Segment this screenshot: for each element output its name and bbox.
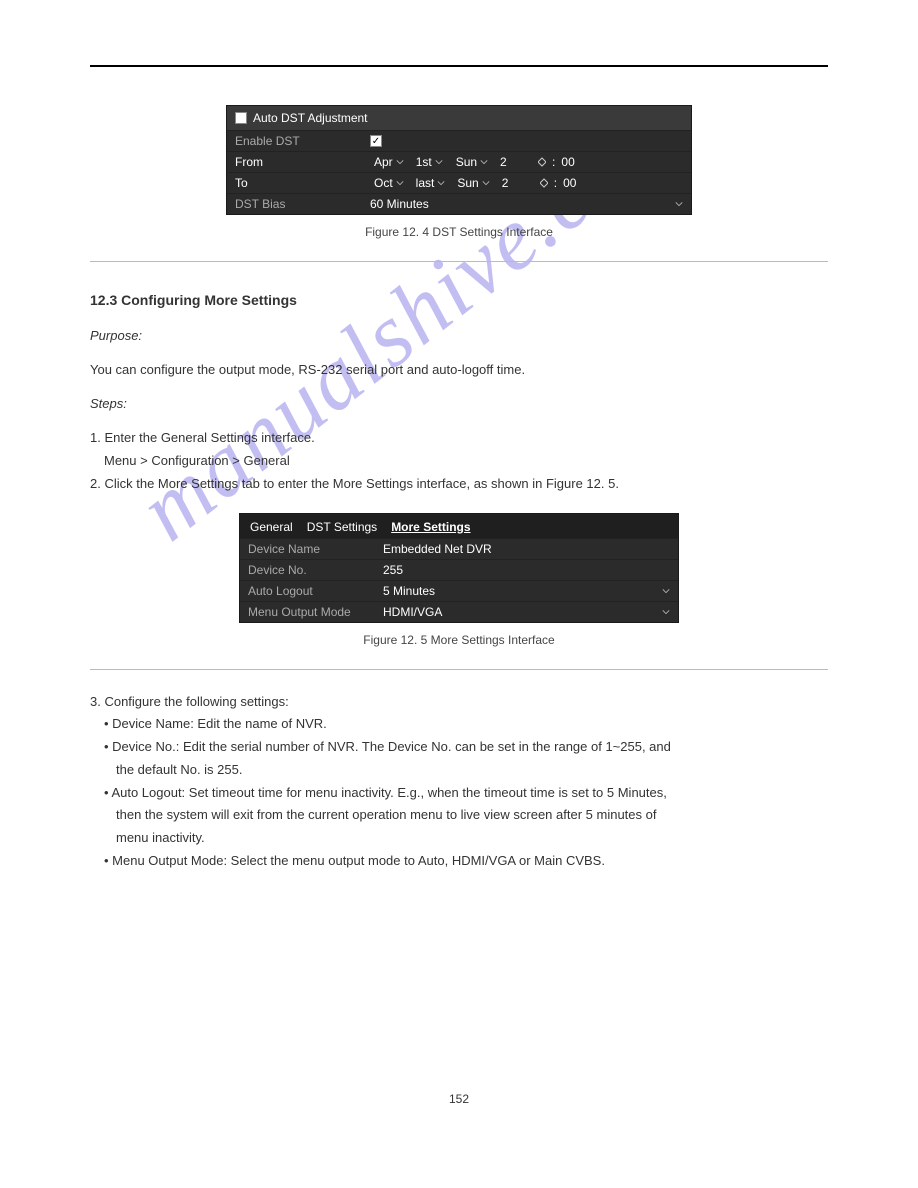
- more-settings-panel: General DST Settings More Settings Devic…: [239, 513, 679, 623]
- dst-settings-panel: Auto DST Adjustment Enable DST ✓ From Ap…: [226, 105, 692, 215]
- after-steps: 3. Configure the following settings: • D…: [90, 692, 828, 872]
- auto-logout-label: Auto Logout: [248, 584, 383, 598]
- from-row: From Apr 1st Sun 2 : 00: [227, 151, 691, 172]
- device-no-row: Device No. 255: [240, 559, 678, 580]
- to-month-select[interactable]: Oct: [370, 176, 408, 190]
- from-month-select[interactable]: Apr: [370, 155, 408, 169]
- enable-dst-row: Enable DST ✓: [227, 130, 691, 151]
- step-2: 2. Click the More Settings tab to enter …: [90, 474, 828, 495]
- enable-dst-checkbox[interactable]: ✓: [370, 135, 382, 147]
- device-no-value[interactable]: 255: [383, 563, 403, 577]
- from-ord-select[interactable]: 1st: [412, 155, 448, 169]
- enable-dst-label: Enable DST: [235, 134, 370, 148]
- chevron-down-icon: [482, 179, 490, 187]
- steps-label: Steps:: [90, 394, 828, 414]
- from-day-select[interactable]: Sun: [452, 155, 492, 169]
- menu-output-value[interactable]: HDMI/VGA: [383, 605, 442, 619]
- after-l8: • Menu Output Mode: Select the menu outp…: [104, 851, 828, 872]
- after-l7: menu inactivity.: [116, 828, 828, 849]
- auto-logout-row: Auto Logout 5 Minutes: [240, 580, 678, 601]
- chevron-down-icon: [396, 179, 404, 187]
- from-hour-select[interactable]: 2: [496, 155, 532, 169]
- chevron-down-icon: [435, 158, 443, 166]
- chevron-down-icon: [480, 158, 488, 166]
- after-l1: 3. Configure the following settings:: [90, 692, 828, 713]
- tab-dst-settings[interactable]: DST Settings: [307, 520, 377, 534]
- after-l3: • Device No.: Edit the serial number of …: [104, 737, 828, 758]
- device-no-label: Device No.: [248, 563, 383, 577]
- chevron-down-icon: [662, 608, 670, 616]
- section-rule-1: [90, 261, 828, 262]
- to-day-select[interactable]: Sun: [453, 176, 493, 190]
- figure-caption-2: Figure 12. 5 More Settings Interface: [90, 633, 828, 647]
- after-l6: then the system will exit from the curre…: [116, 805, 828, 826]
- from-min-value: 00: [561, 155, 574, 169]
- to-row: To Oct last Sun 2 : 00: [227, 172, 691, 193]
- from-label: From: [235, 155, 370, 169]
- auto-dst-label: Auto DST Adjustment: [253, 111, 368, 125]
- device-name-row: Device Name Embedded Net DVR: [240, 538, 678, 559]
- section-rule-2: [90, 669, 828, 670]
- after-l2: • Device Name: Edit the name of NVR.: [104, 714, 828, 735]
- dst-panel-header: Auto DST Adjustment: [227, 106, 691, 130]
- spinner-down-icon: [538, 162, 546, 167]
- from-hour-spinner[interactable]: [538, 157, 546, 167]
- to-label: To: [235, 176, 370, 190]
- dst-bias-row: DST Bias 60 Minutes: [227, 193, 691, 214]
- to-hour-spinner[interactable]: [540, 178, 548, 188]
- dst-bias-value[interactable]: 60 Minutes: [370, 197, 429, 211]
- to-min-value: 00: [563, 176, 576, 190]
- steps-list: 1. Enter the General Settings interface.…: [90, 428, 828, 494]
- tabs-bar: General DST Settings More Settings: [240, 514, 678, 538]
- tab-more-settings[interactable]: More Settings: [391, 520, 470, 534]
- chevron-down-icon: [437, 179, 445, 187]
- auto-dst-checkbox[interactable]: [235, 112, 247, 124]
- chevron-down-icon: [662, 587, 670, 595]
- spinner-down-icon: [540, 183, 548, 188]
- after-l5: • Auto Logout: Set timeout time for menu…: [104, 783, 828, 804]
- tab-general[interactable]: General: [250, 520, 293, 534]
- time-colon: :: [550, 155, 557, 169]
- figure-caption-1: Figure 12. 4 DST Settings Interface: [90, 225, 828, 239]
- to-ord-select[interactable]: last: [412, 176, 450, 190]
- to-hour-select[interactable]: 2: [498, 176, 534, 190]
- dst-bias-label: DST Bias: [235, 197, 370, 211]
- chevron-down-icon: [396, 158, 404, 166]
- page-content: Auto DST Adjustment Enable DST ✓ From Ap…: [0, 0, 918, 872]
- auto-logout-value[interactable]: 5 Minutes: [383, 584, 435, 598]
- menu-output-label: Menu Output Mode: [248, 605, 383, 619]
- after-l4: the default No. is 255.: [116, 760, 828, 781]
- purpose-label: Purpose:: [90, 326, 828, 346]
- device-name-label: Device Name: [248, 542, 383, 556]
- page-number: 152: [0, 1092, 918, 1106]
- menu-output-row: Menu Output Mode HDMI/VGA: [240, 601, 678, 622]
- chevron-down-icon: [675, 200, 683, 208]
- step-1-path: Menu > Configuration > General: [104, 451, 828, 472]
- section-heading: 12.3 Configuring More Settings: [90, 290, 828, 312]
- device-name-value[interactable]: Embedded Net DVR: [383, 542, 492, 556]
- time-colon: :: [552, 176, 559, 190]
- step-1: 1. Enter the General Settings interface.: [90, 428, 828, 449]
- top-horizontal-rule: [90, 65, 828, 67]
- purpose-text: You can configure the output mode, RS-23…: [90, 360, 828, 380]
